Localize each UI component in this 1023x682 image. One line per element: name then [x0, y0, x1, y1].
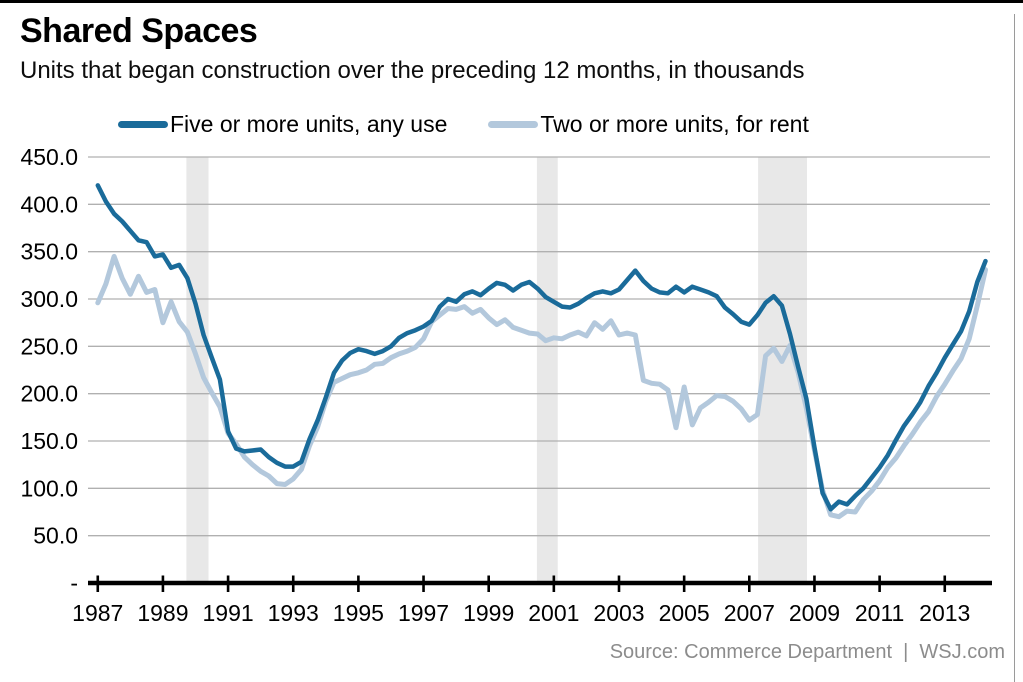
y-tick-label: 300.0: [20, 286, 78, 312]
y-tick-label: 450.0: [20, 144, 78, 170]
chart-subtitle: Units that began construction over the p…: [20, 57, 805, 84]
x-tick-label: 1989: [137, 600, 188, 626]
x-tick-label: 1999: [463, 600, 514, 626]
chart-legend: Five or more units, any use Two or more …: [118, 111, 809, 138]
x-tick-label: 2011: [855, 600, 904, 626]
legend-swatch-dark-blue: [118, 121, 168, 128]
x-tick-label: 1991: [202, 600, 253, 626]
page-title: Shared Spaces: [20, 12, 258, 50]
x-tick-label: 2009: [789, 600, 840, 626]
legend-label: Five or more units, any use: [170, 111, 448, 137]
recession-band: [536, 157, 558, 581]
y-tick-label: 200.0: [20, 381, 78, 407]
legend-swatch-light-blue: [488, 121, 539, 128]
legend-item-two-or-more: Two or more units, for rent: [488, 111, 809, 138]
y-tick-label: 150.0: [20, 428, 78, 454]
x-tick-label: 2005: [659, 600, 710, 626]
legend-item-five-or-more: Five or more units, any use: [118, 111, 447, 138]
x-tick-label: 2007: [724, 600, 775, 626]
y-tick-label: 250.0: [20, 333, 78, 359]
y-tick-label: -: [70, 570, 78, 596]
x-tick-label: 2001: [528, 600, 579, 626]
legend-label: Two or more units, for rent: [540, 111, 809, 137]
x-tick-label: 2003: [593, 600, 644, 626]
top-border: [0, 0, 1023, 3]
y-tick-label: 400.0: [20, 191, 78, 217]
series-line-1: [95, 253, 988, 520]
x-tick-label: 2013: [919, 600, 970, 626]
recession-band: [186, 157, 209, 581]
right-border: [1014, 14, 1015, 682]
x-tick-label: 1987: [72, 600, 123, 626]
x-tick-label: 1997: [398, 600, 449, 626]
y-tick-label: 100.0: [20, 475, 78, 501]
x-tick-label: 1995: [333, 600, 384, 626]
source-attribution: Source: Commerce Department | WSJ.com: [609, 641, 1005, 663]
y-tick-label: 350.0: [20, 239, 78, 265]
x-tick-label: 1993: [268, 600, 319, 626]
y-tick-label: 50.0: [33, 523, 78, 549]
series-line-0: [95, 183, 988, 512]
